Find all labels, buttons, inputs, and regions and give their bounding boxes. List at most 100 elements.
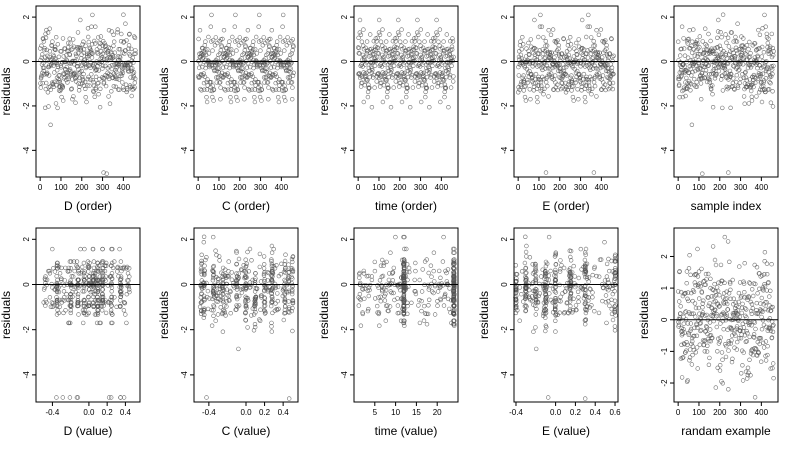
data-point: [251, 65, 256, 71]
data-point: [125, 87, 130, 93]
data-point: [537, 24, 543, 29]
data-point: [391, 58, 397, 64]
data-point: [249, 258, 254, 263]
data-point: [234, 38, 240, 43]
data-point: [239, 66, 244, 71]
data-point: [445, 267, 451, 272]
data-point: [541, 35, 546, 40]
data-point: [452, 298, 457, 304]
data-point: [685, 296, 690, 301]
data-point: [685, 321, 691, 326]
y-tick-label: -2: [340, 326, 349, 334]
data-point: [236, 43, 242, 48]
data-point: [723, 344, 729, 349]
data-point: [697, 45, 702, 50]
data-point: [717, 304, 722, 309]
data-point: [451, 294, 456, 299]
data-point: [215, 299, 220, 304]
data-point: [269, 250, 275, 255]
data-point: [230, 34, 235, 40]
data-point: [213, 248, 218, 253]
data-point: [710, 244, 716, 249]
data-point: [258, 48, 263, 53]
data-point: [743, 69, 748, 75]
data-point: [692, 325, 697, 331]
data-point: [413, 260, 418, 266]
data-point: [584, 51, 589, 56]
data-point: [420, 82, 425, 88]
data-point: [58, 84, 63, 89]
data-point: [536, 293, 541, 299]
data-point: [357, 296, 363, 301]
data-point: [731, 64, 737, 69]
data-point: [382, 62, 387, 67]
data-point: [515, 90, 521, 95]
data-point: [228, 94, 233, 100]
data-point: [96, 91, 101, 97]
data-point: [746, 101, 752, 106]
data-point: [680, 355, 686, 360]
data-point: [230, 51, 236, 56]
data-point: [752, 320, 758, 325]
data-point: [201, 240, 207, 245]
data-point: [225, 80, 231, 86]
data-point: [403, 39, 408, 44]
data-point: [715, 35, 720, 40]
data-point: [63, 77, 69, 83]
data-point: [425, 74, 430, 80]
data-point: [523, 266, 528, 271]
data-point: [104, 50, 110, 55]
data-point: [434, 17, 439, 23]
data-point: [740, 378, 746, 383]
data-point: [403, 48, 409, 53]
data-point: [582, 257, 588, 263]
data-point: [240, 66, 246, 71]
data-point: [714, 312, 719, 317]
data-point: [609, 65, 615, 70]
data-point: [583, 283, 588, 288]
data-point: [582, 318, 588, 323]
data-point: [95, 304, 100, 309]
data-point: [41, 287, 47, 292]
y-axis-label: residuals: [637, 291, 651, 339]
data-point: [718, 321, 723, 326]
x-tick-label: 100: [532, 183, 546, 192]
data-point: [416, 303, 421, 308]
data-point: [768, 50, 773, 55]
data-point: [676, 299, 682, 304]
data-point: [127, 31, 132, 37]
data-point: [282, 48, 287, 53]
data-point: [125, 66, 131, 71]
data-point: [266, 96, 271, 102]
data-point: [239, 75, 245, 81]
data-point: [283, 252, 288, 257]
data-point: [583, 310, 589, 316]
x-axis-label: E (value): [542, 424, 590, 438]
x-tick-label: 200: [713, 183, 727, 192]
data-point: [711, 48, 716, 54]
data-point: [745, 331, 750, 336]
data-point: [542, 276, 547, 281]
data-point: [372, 268, 378, 274]
data-point: [767, 79, 772, 85]
data-point: [52, 303, 57, 308]
data-point: [767, 72, 773, 78]
y-axis-label: residuals: [157, 291, 171, 339]
data-point: [220, 298, 226, 303]
x-tick-label: 400: [595, 183, 609, 192]
data-point: [100, 301, 106, 306]
data-point: [106, 76, 112, 82]
data-point: [208, 79, 214, 85]
data-point: [120, 70, 126, 76]
data-point: [582, 301, 587, 306]
data-point: [741, 36, 746, 41]
data-point: [742, 306, 748, 311]
data-point: [736, 47, 742, 52]
data-point: [764, 66, 769, 72]
data-point: [441, 50, 446, 56]
data-point: [754, 58, 760, 64]
data-point: [557, 310, 562, 315]
data-point: [98, 269, 104, 274]
data-point: [218, 305, 223, 310]
data-point: [592, 43, 598, 48]
